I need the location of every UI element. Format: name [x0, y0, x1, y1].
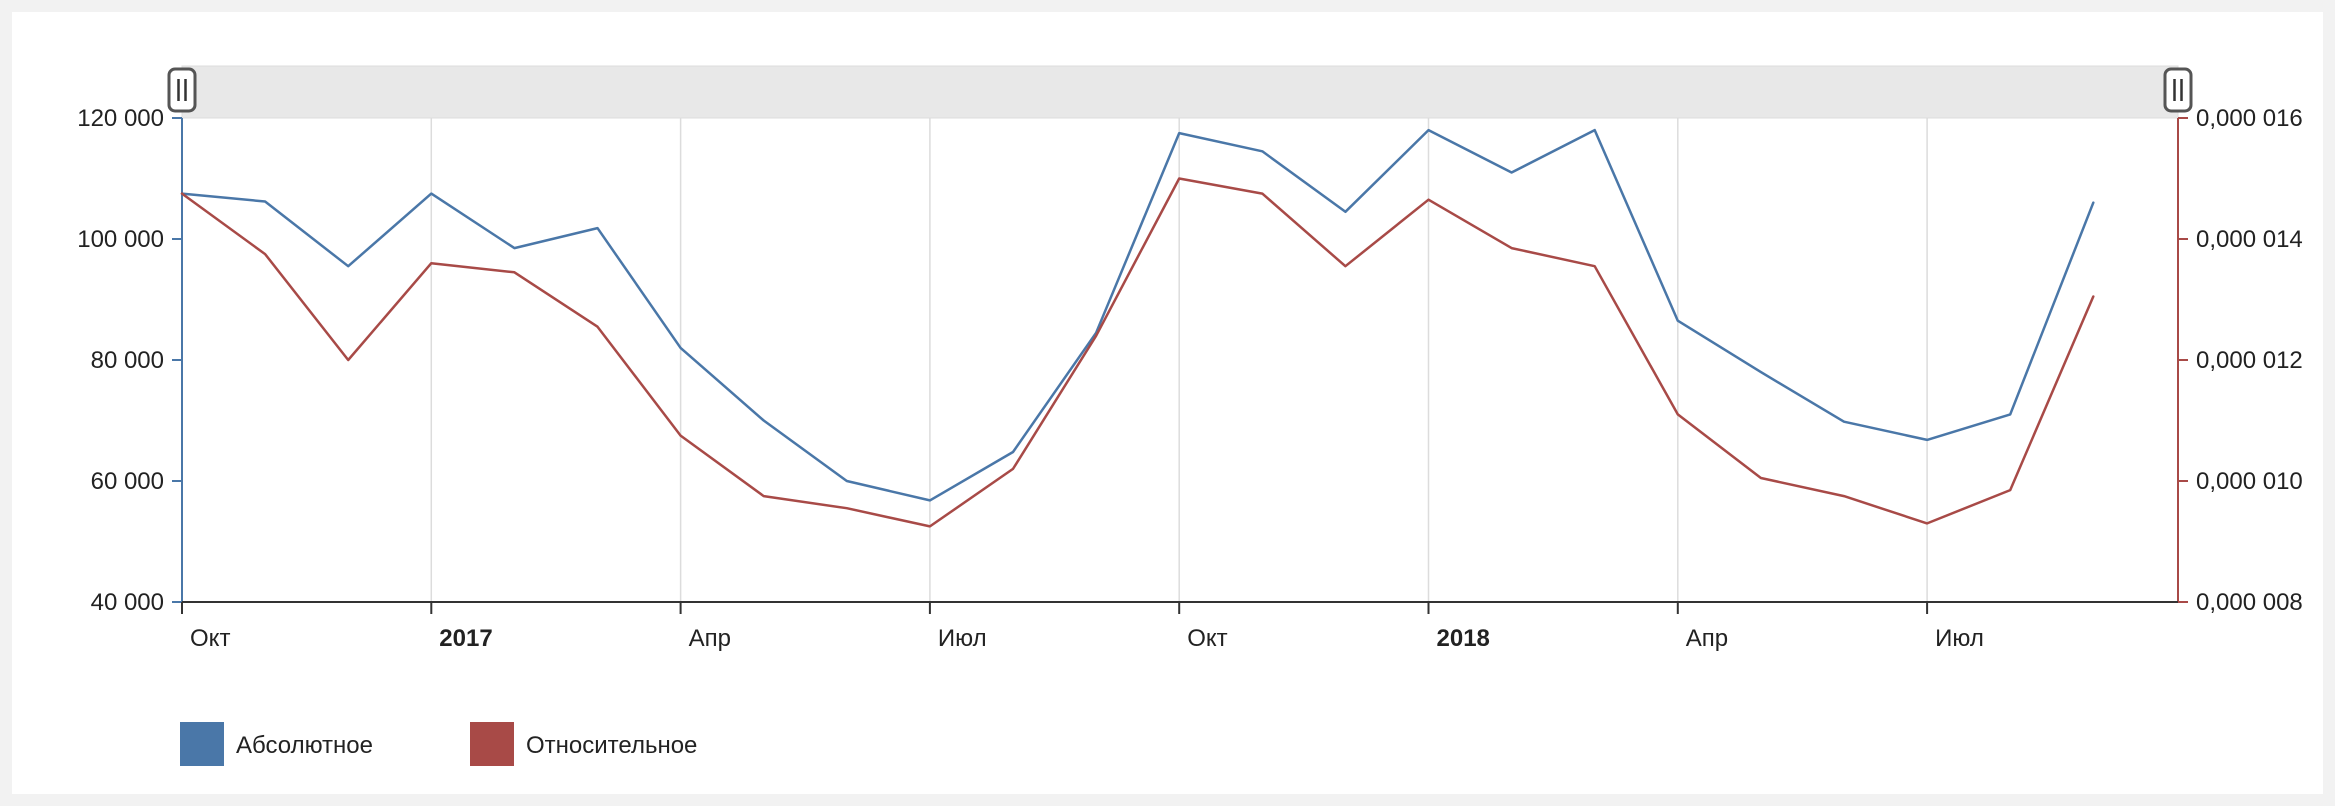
- legend-label-absolute: Абсолютное: [236, 732, 373, 759]
- left-y-tick-label: 120 000: [77, 105, 164, 132]
- series-line-absolute[interactable]: [180, 128, 2095, 502]
- x-tick-label: Июл: [938, 625, 987, 652]
- legend-swatch-relative: [470, 722, 514, 766]
- chart-svg: 40 000 60 000 80 000 100 000 120 000 0,000 0…: [12, 12, 2323, 794]
- x-tick-label: Окт: [190, 625, 230, 652]
- left-y-tick-label: 40 000: [91, 589, 164, 616]
- chart-frame: 40 000 60 000 80 000 100 000 120 000 0,000 0…: [12, 12, 2323, 794]
- vertical-grid: [430, 118, 1928, 602]
- x-tick-label: 2018: [1437, 625, 1490, 652]
- legend-label-relative: Относительное: [526, 732, 697, 759]
- legend: Абсолютное Относительное: [180, 722, 697, 766]
- legend-item-absolute[interactable]: Абсолютное: [180, 722, 373, 766]
- left-y-tick-label: 80 000: [91, 347, 164, 374]
- right-y-tick-label: 0,000 014: [2196, 226, 2303, 253]
- range-scrollbar[interactable]: [167, 65, 2193, 119]
- x-tick-label: Окт: [1187, 625, 1227, 652]
- left-y-tick-label: 60 000: [91, 468, 164, 495]
- right-y-tick-label: 0,000 016: [2196, 105, 2303, 132]
- right-y-ticks: 0,000 008 0,000 010 0,000 012 0,000 014 0,00…: [2178, 105, 2303, 616]
- scrollbar-right-grip[interactable]: [2163, 67, 2193, 113]
- x-tick-label: Июл: [1935, 625, 1984, 652]
- scrollbar-left-grip[interactable]: [167, 67, 197, 113]
- chart-background: [12, 12, 2323, 794]
- x-tick-label: Апр: [1686, 625, 1728, 652]
- right-y-tick-label: 0,000 012: [2196, 347, 2303, 374]
- left-y-tick-label: 100 000: [77, 226, 164, 253]
- series-line-relative[interactable]: [180, 177, 2095, 528]
- left-y-ticks: 40 000 60 000 80 000 100 000 120 000: [77, 105, 182, 616]
- legend-swatch-absolute: [180, 722, 224, 766]
- series-lines: [180, 128, 2095, 528]
- scrollbar-track[interactable]: [181, 65, 2179, 119]
- x-ticks: Окт 2017 Апр Июл Окт 2018 Апр Июл: [181, 602, 1984, 652]
- right-y-tick-label: 0,000 010: [2196, 468, 2303, 495]
- legend-item-relative[interactable]: Относительное: [470, 722, 697, 766]
- right-y-tick-label: 0,000 008: [2196, 589, 2303, 616]
- x-tick-label: Апр: [689, 625, 731, 652]
- x-tick-label: 2017: [439, 625, 492, 652]
